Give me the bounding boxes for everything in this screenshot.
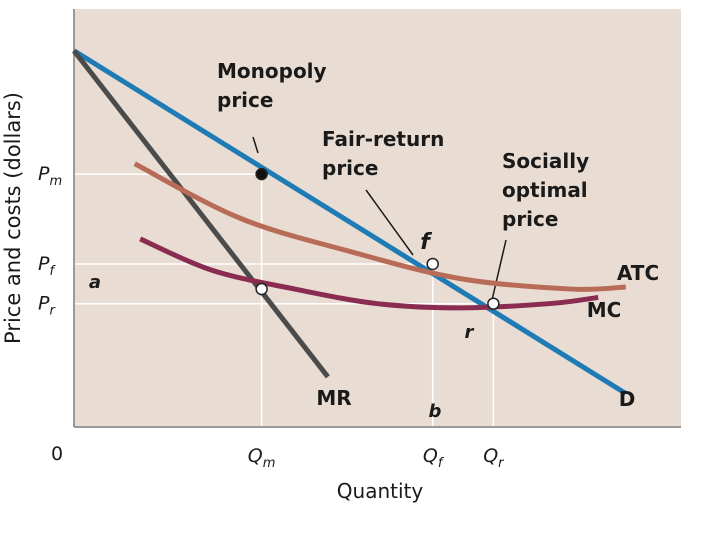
fair-return-leader-line [365, 189, 414, 256]
point-label-a: a [89, 272, 101, 293]
x-tick-label: Qf [423, 445, 445, 471]
origin-label: 0 [51, 443, 63, 465]
monopoly-price-label: Monopoly [217, 59, 327, 83]
monopoly-price-label: price [217, 88, 273, 112]
plot-background [74, 9, 681, 427]
equilibrium-point-1 [426, 257, 439, 271]
fair-return-price-label: price [322, 156, 378, 180]
monopoly-leader-line [252, 136, 259, 154]
y-axis-label: Price and costs (dollars) [1, 92, 25, 344]
point-label-b: b [429, 401, 442, 422]
x-tick-label: Qm [248, 445, 276, 471]
series-label-mr: MR [316, 386, 351, 410]
curve-mc [139, 236, 599, 311]
curve-atc [133, 161, 626, 292]
socially-optimal-price-label: Socially [502, 149, 589, 173]
equilibrium-point-3 [255, 282, 268, 296]
y-tick-label: Pr [38, 293, 56, 319]
equilibrium-point-2 [487, 297, 500, 310]
socially-optimal-price-label: optimal [502, 178, 588, 202]
x-tick-label: Qr [483, 445, 505, 471]
series-label-atc: ATC [617, 261, 659, 285]
series-label-mc: MC [587, 298, 622, 322]
point-label-r: r [465, 322, 475, 343]
point-label-f: f [420, 230, 432, 255]
curve-d [72, 48, 628, 396]
curve-mr [72, 49, 330, 379]
monopoly-point [255, 167, 268, 181]
x-axis-label: Quantity [337, 479, 424, 503]
series-label-d: D [619, 387, 636, 411]
socially-optimal-leader-line [491, 239, 507, 301]
socially-optimal-price-label: price [502, 207, 558, 231]
fair-return-price-label: Fair-return [322, 127, 444, 151]
y-tick-label: Pm [38, 163, 62, 189]
y-tick-label: Pf [38, 253, 56, 279]
